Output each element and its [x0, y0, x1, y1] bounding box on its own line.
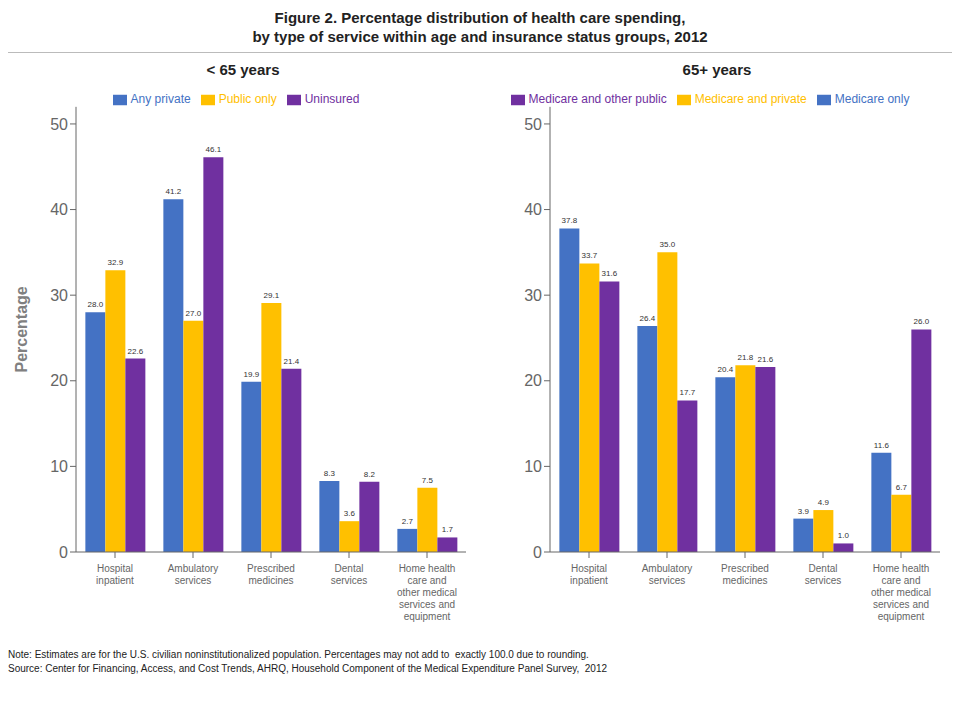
svg-text:21.8: 21.8	[738, 353, 754, 362]
svg-text:50: 50	[50, 116, 68, 133]
svg-text:0: 0	[59, 544, 68, 561]
svg-text:Prescribedmedicines: Prescribedmedicines	[721, 563, 769, 586]
svg-text:30: 30	[50, 287, 68, 304]
svg-text:28.0: 28.0	[88, 300, 104, 309]
svg-text:27.0: 27.0	[186, 309, 202, 318]
svg-text:1.0: 1.0	[838, 531, 850, 540]
svg-text:41.2: 41.2	[166, 187, 182, 196]
svg-text:Home healthcare andother medic: Home healthcare andother medicalservices…	[871, 563, 931, 622]
svg-text:21.6: 21.6	[758, 355, 774, 364]
svg-text:26.0: 26.0	[914, 317, 930, 326]
svg-text:3.9: 3.9	[798, 507, 810, 516]
svg-text:26.4: 26.4	[640, 314, 656, 323]
svg-text:21.4: 21.4	[284, 357, 300, 366]
html-text:< 65 years: < 65 years	[206, 61, 280, 78]
svg-text:33.7: 33.7	[582, 251, 598, 260]
svg-text:20.4: 20.4	[718, 365, 734, 374]
svg-text:10: 10	[524, 458, 542, 475]
svg-text:40: 40	[50, 201, 68, 218]
html-text:Uninsured: Uninsured	[304, 92, 360, 106]
html-text:Figure 2. Percentage distribut: Figure 2. Percentage distribution of hea…	[274, 9, 686, 26]
html-text:Medicare only: Medicare only	[834, 92, 910, 106]
html-text:Note: Estimates are for the U.: Note: Estimates are for the U.S. civilia…	[8, 649, 589, 660]
svg-text:Dentalservices: Dentalservices	[331, 563, 368, 586]
svg-text:4.9: 4.9	[818, 498, 830, 507]
svg-text:1.7: 1.7	[442, 525, 454, 534]
svg-text:29.1: 29.1	[264, 291, 280, 300]
svg-text:Hospitalinpatient: Hospitalinpatient	[570, 563, 608, 586]
svg-text:37.8: 37.8	[562, 216, 578, 225]
svg-text:17.7: 17.7	[680, 388, 696, 397]
html-text:Source: Center for Financing,: Source: Center for Financing, Access, an…	[8, 663, 607, 674]
svg-text:8.3: 8.3	[324, 469, 336, 478]
svg-text:19.9: 19.9	[244, 370, 260, 379]
svg-text:46.1: 46.1	[206, 145, 222, 154]
svg-text:32.9: 32.9	[108, 258, 124, 267]
svg-text:Ambulatoryservices: Ambulatoryservices	[642, 563, 693, 586]
svg-text:Prescribedmedicines: Prescribedmedicines	[247, 563, 295, 586]
svg-text:10: 10	[50, 458, 68, 475]
svg-text:30: 30	[524, 287, 542, 304]
svg-text:8.2: 8.2	[364, 470, 376, 479]
html-text:by type of service within age: by type of service within age and insura…	[252, 28, 708, 45]
svg-text:20: 20	[524, 372, 542, 389]
svg-text:40: 40	[524, 201, 542, 218]
svg-text:Home healthcare andother medic: Home healthcare andother medicalservices…	[397, 563, 457, 622]
svg-text:7.5: 7.5	[422, 476, 434, 485]
html-text:Medicare and other public: Medicare and other public	[528, 92, 667, 106]
svg-text:20: 20	[50, 372, 68, 389]
svg-text:11.6: 11.6	[874, 441, 890, 450]
html-text:Medicare and private: Medicare and private	[694, 92, 807, 106]
svg-text:50: 50	[524, 116, 542, 133]
svg-text:Ambulatoryservices: Ambulatoryservices	[168, 563, 219, 586]
html-text:Any private: Any private	[130, 92, 191, 106]
svg-text:22.6: 22.6	[128, 347, 144, 356]
html-text:Public only: Public only	[218, 92, 277, 106]
svg-text:0: 0	[533, 544, 542, 561]
svg-text:2.7: 2.7	[402, 517, 414, 526]
svg-text:Dentalservices: Dentalservices	[805, 563, 842, 586]
svg-text:Percentage: Percentage	[13, 286, 30, 372]
svg-text:3.6: 3.6	[344, 509, 356, 518]
svg-text:35.0: 35.0	[660, 240, 676, 249]
svg-text:6.7: 6.7	[896, 483, 908, 492]
svg-text:Hospitalinpatient: Hospitalinpatient	[96, 563, 134, 586]
svg-text:31.6: 31.6	[602, 269, 618, 278]
html-text:65+ years: 65+ years	[682, 61, 752, 78]
